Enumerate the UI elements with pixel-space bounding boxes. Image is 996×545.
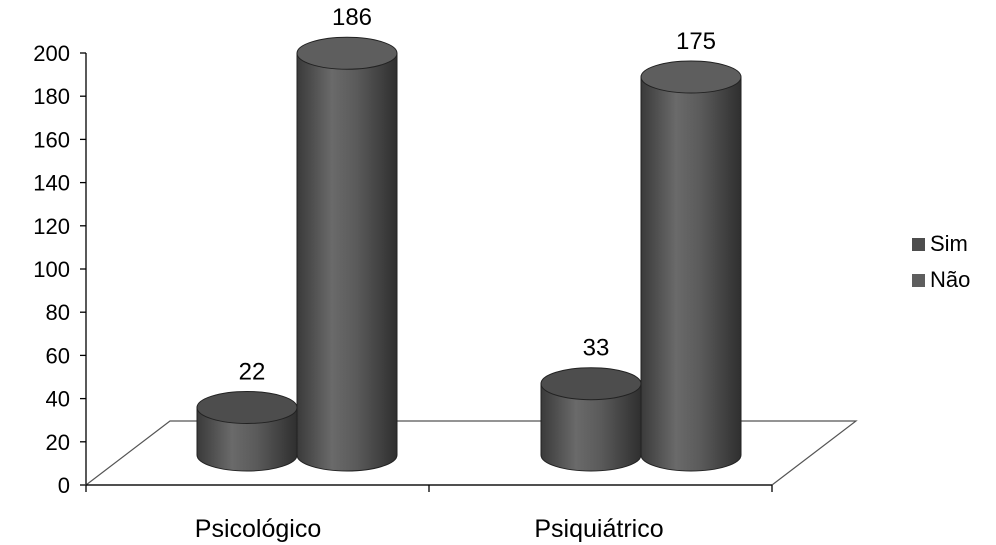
labels: 22 186 Psicológico 33 175 Psiquiátrico bbox=[195, 4, 716, 543]
bar-top bbox=[296, 36, 398, 70]
y-tick-label: 120 bbox=[33, 214, 70, 239]
bar-top bbox=[540, 367, 642, 401]
y-tick-label: 0 bbox=[58, 473, 70, 498]
chart-floor bbox=[84, 420, 858, 492]
y-tick-label: 80 bbox=[46, 300, 70, 325]
legend-label-sim: Sim bbox=[930, 231, 968, 256]
data-label: 175 bbox=[676, 28, 716, 55]
y-tick-label: 100 bbox=[33, 257, 70, 282]
legend-item-sim: Sim bbox=[912, 226, 996, 262]
bar bbox=[296, 36, 398, 472]
y-tick-label: 160 bbox=[33, 127, 70, 152]
y-axis: 0 20 40 60 80 100 120 140 160 180 200 bbox=[33, 41, 87, 498]
bar-body bbox=[640, 76, 742, 472]
legend: Sim Não bbox=[912, 226, 996, 298]
data-label: 22 bbox=[239, 358, 266, 385]
y-tick-label: 20 bbox=[46, 430, 70, 455]
bar-body bbox=[296, 52, 398, 472]
bar bbox=[196, 390, 298, 472]
x-category-label: Psiquiátrico bbox=[534, 515, 663, 543]
legend-swatch-nao bbox=[912, 273, 925, 287]
legend-item-nao: Não bbox=[912, 262, 996, 298]
bars bbox=[196, 36, 742, 472]
y-tick-label: 180 bbox=[33, 84, 70, 109]
legend-swatch-sim bbox=[912, 237, 925, 251]
bar-top bbox=[196, 390, 298, 424]
bar-body bbox=[540, 383, 642, 472]
y-tick-label: 140 bbox=[33, 171, 70, 196]
y-tick-label: 60 bbox=[46, 343, 70, 368]
bar bbox=[540, 367, 642, 472]
y-tick-label: 200 bbox=[33, 41, 70, 66]
legend-label-nao: Não bbox=[930, 267, 971, 292]
bar bbox=[640, 60, 742, 472]
x-category-label: Psicológico bbox=[195, 515, 321, 543]
y-tick-label: 40 bbox=[46, 387, 70, 412]
data-label: 33 bbox=[583, 335, 610, 362]
bar-body bbox=[196, 406, 298, 472]
bar-top bbox=[640, 60, 742, 94]
data-label: 186 bbox=[332, 4, 372, 31]
